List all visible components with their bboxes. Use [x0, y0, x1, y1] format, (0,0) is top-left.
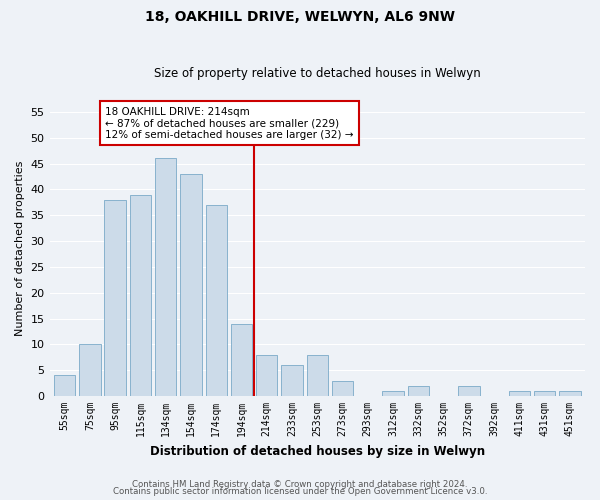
- Title: Size of property relative to detached houses in Welwyn: Size of property relative to detached ho…: [154, 66, 481, 80]
- Bar: [104, 200, 126, 396]
- Y-axis label: Number of detached properties: Number of detached properties: [15, 161, 25, 336]
- Bar: [206, 205, 227, 396]
- Bar: [407, 386, 429, 396]
- Bar: [307, 354, 328, 396]
- Bar: [180, 174, 202, 396]
- Bar: [130, 194, 151, 396]
- Text: 18, OAKHILL DRIVE, WELWYN, AL6 9NW: 18, OAKHILL DRIVE, WELWYN, AL6 9NW: [145, 10, 455, 24]
- Text: Contains public sector information licensed under the Open Government Licence v3: Contains public sector information licen…: [113, 487, 487, 496]
- Bar: [256, 354, 277, 396]
- Bar: [458, 386, 479, 396]
- Bar: [54, 376, 76, 396]
- Text: Contains HM Land Registry data © Crown copyright and database right 2024.: Contains HM Land Registry data © Crown c…: [132, 480, 468, 489]
- Bar: [231, 324, 252, 396]
- Text: 18 OAKHILL DRIVE: 214sqm
← 87% of detached houses are smaller (229)
12% of semi-: 18 OAKHILL DRIVE: 214sqm ← 87% of detach…: [105, 106, 353, 140]
- Bar: [79, 344, 101, 396]
- Bar: [382, 391, 404, 396]
- Bar: [281, 365, 303, 396]
- Bar: [155, 158, 176, 396]
- Bar: [332, 380, 353, 396]
- Bar: [559, 391, 581, 396]
- Bar: [534, 391, 556, 396]
- X-axis label: Distribution of detached houses by size in Welwyn: Distribution of detached houses by size …: [150, 444, 485, 458]
- Bar: [509, 391, 530, 396]
